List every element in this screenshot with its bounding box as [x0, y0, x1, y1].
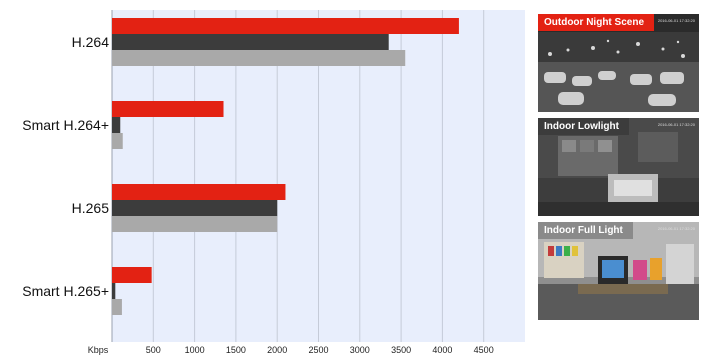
bar-1 — [112, 184, 286, 200]
x-tick-label: 4500 — [474, 345, 494, 355]
x-tick-label: 3500 — [391, 345, 411, 355]
bar-3 — [112, 216, 278, 232]
scene-timestamp: 2016-06-01 17:32:20 — [657, 122, 695, 127]
bar-2 — [112, 117, 121, 133]
bar-3 — [112, 299, 122, 315]
scene-label: Outdoor Night Scene — [538, 14, 654, 31]
category-label: H.264 — [72, 34, 110, 50]
x-tick-label: Kbps — [88, 345, 109, 355]
x-axis-ticks: Kbps 500 1000 1500 2000 2500 3000 3500 4000 4500 — [88, 345, 494, 355]
scene-label: Indoor Full Light — [538, 222, 633, 239]
scene-timestamp: 2016-06-01 17:32:20 — [657, 18, 695, 23]
scene-timestamp: 2016-06-01 17:32:20 — [657, 226, 695, 231]
x-tick-label: 3000 — [350, 345, 370, 355]
bar-1 — [112, 267, 152, 283]
x-tick-label: 500 — [146, 345, 161, 355]
bar-2 — [112, 283, 116, 299]
bar-2 — [112, 34, 389, 50]
bar-3 — [112, 50, 406, 66]
scene-thumbnail-outdoor-night: Outdoor Night Scene 2016-06-01 17:32:20 — [538, 14, 699, 112]
bars — [112, 18, 459, 315]
x-tick-label: 1000 — [185, 345, 205, 355]
scene-thumbnail-indoor-full-light: Indoor Full Light 2016-06-01 17:32:20 — [538, 222, 699, 320]
scene-label: Indoor Lowlight — [538, 118, 629, 135]
bar-2 — [112, 200, 278, 216]
category-label: H.265 — [72, 200, 110, 216]
x-tick-label: 4000 — [432, 345, 452, 355]
scene-thumbnail-indoor-lowlight: Indoor Lowlight 2016-06-01 17:32:20 — [538, 118, 699, 216]
x-tick-label: 2000 — [267, 345, 287, 355]
bar-1 — [112, 101, 224, 117]
x-tick-label: 1500 — [226, 345, 246, 355]
bar-1 — [112, 18, 459, 34]
x-tick-label: 2500 — [308, 345, 328, 355]
category-label: Smart H.264+ — [22, 117, 109, 133]
bar-3 — [112, 133, 123, 149]
category-labels: H.264 Smart H.264+ H.265 Smart H.265+ — [22, 34, 109, 299]
category-label: Smart H.265+ — [22, 283, 109, 299]
